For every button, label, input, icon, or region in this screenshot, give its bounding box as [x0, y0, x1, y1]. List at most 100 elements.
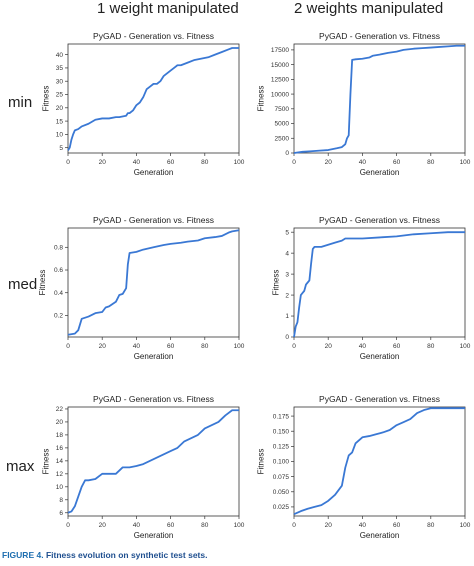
y-axis-label: Fitness — [42, 86, 51, 112]
y-tick-label: 35 — [56, 65, 64, 72]
x-tick-label: 20 — [325, 343, 333, 350]
x-tick-label: 60 — [167, 159, 175, 166]
x-tick-label: 0 — [66, 159, 70, 166]
y-tick-label: 20 — [56, 419, 64, 426]
y-tick-label: 6 — [59, 510, 63, 517]
x-axis-label: Generation — [134, 352, 174, 361]
x-tick-label: 100 — [234, 159, 245, 166]
caption-text: Fitness evolution on synthetic test sets… — [45, 550, 208, 560]
y-tick-label: 0.050 — [273, 489, 290, 496]
x-tick-label: 100 — [460, 343, 471, 350]
plot-frame — [293, 227, 466, 338]
x-tick-label: 20 — [325, 159, 333, 166]
y-tick-label: 20 — [56, 105, 64, 112]
y-tick-label: 15 — [56, 118, 64, 125]
chart-min-2-weights: PyGAD - Generation vs. Fitness 0 20 40 60 80 1… — [256, 28, 471, 183]
x-tick-label: 100 — [234, 522, 245, 529]
x-axis-label: Generation — [360, 531, 400, 540]
x-tick-label: 80 — [201, 343, 209, 350]
fitness-line — [293, 231, 465, 338]
y-tick-label: 0.175 — [273, 413, 290, 420]
y-tick-label: 1 — [285, 313, 289, 320]
x-tick-label: 60 — [393, 159, 401, 166]
y-axis-label: Fitness — [38, 270, 47, 296]
y-tick-label: 5000 — [275, 121, 290, 128]
plot-frame — [67, 43, 240, 154]
x-tick-label: 20 — [99, 159, 107, 166]
y-tick-label: 0.100 — [273, 459, 290, 466]
y-tick-label: 10000 — [271, 91, 289, 98]
chart-med-1-weight: PyGAD - Generation vs. Fitness 0 20 40 60 80 1… — [30, 212, 245, 367]
fitness-line — [67, 229, 240, 336]
y-tick-label: 0.4 — [54, 290, 63, 297]
x-axis-label: Generation — [134, 168, 174, 177]
x-tick-label: 0 — [292, 159, 296, 166]
x-tick-label: 0 — [292, 343, 296, 350]
y-axis-label: Fitness — [42, 449, 51, 475]
y-tick-label: 22 — [56, 406, 64, 413]
x-tick-label: 0 — [292, 522, 296, 529]
x-tick-label: 80 — [201, 159, 209, 166]
figure-caption: FIGURE 4. Fitness evolution on synthetic… — [2, 550, 207, 560]
row-label-med: med — [8, 276, 38, 293]
y-tick-label: 18 — [56, 432, 64, 439]
x-tick-label: 80 — [427, 522, 435, 529]
plot-frame — [293, 406, 466, 517]
x-axis-label: Generation — [360, 352, 400, 361]
y-tick-label: 12 — [56, 471, 64, 478]
y-tick-label: 15000 — [271, 62, 289, 69]
y-tick-label: 0.150 — [273, 428, 290, 435]
x-tick-label: 80 — [201, 522, 209, 529]
y-tick-label: 0.125 — [273, 444, 290, 451]
y-tick-label: 7500 — [275, 106, 290, 113]
y-tick-label: 2500 — [275, 135, 290, 142]
x-tick-label: 60 — [393, 343, 401, 350]
y-tick-label: 0.6 — [54, 267, 63, 274]
y-tick-label: 8 — [59, 497, 63, 504]
y-tick-label: 14 — [56, 458, 64, 465]
x-tick-label: 40 — [359, 343, 367, 350]
y-axis-label: Fitness — [271, 270, 280, 296]
x-tick-label: 60 — [393, 522, 401, 529]
chart-max-1-weight: PyGAD - Generation vs. Fitness 0 20 40 60 80 1… — [30, 391, 245, 546]
x-tick-label: 40 — [133, 159, 141, 166]
column-header-1: 1 weight manipulated — [97, 0, 239, 17]
x-tick-label: 0 — [66, 343, 70, 350]
y-tick-label: 5 — [59, 145, 63, 152]
y-tick-label: 10 — [56, 484, 64, 491]
plot-frame — [67, 406, 240, 517]
x-tick-label: 40 — [133, 343, 141, 350]
x-tick-label: 40 — [359, 522, 367, 529]
y-tick-label: 16 — [56, 445, 64, 452]
y-tick-label: 0 — [285, 150, 289, 157]
x-tick-label: 80 — [427, 159, 435, 166]
x-tick-label: 20 — [325, 522, 333, 529]
plot-frame — [67, 227, 240, 338]
row-label-min: min — [8, 94, 33, 111]
chart-med-2-weights: PyGAD - Generation vs. Fitness 0 20 40 60 80 1… — [256, 212, 471, 367]
chart-title: PyGAD - Generation vs. Fitness — [319, 215, 440, 225]
y-tick-label: 30 — [56, 78, 64, 85]
y-tick-label: 0 — [285, 334, 289, 341]
y-tick-label: 0.8 — [54, 245, 63, 252]
y-tick-label: 0.075 — [273, 474, 290, 481]
x-tick-label: 60 — [167, 343, 175, 350]
y-axis-label: Fitness — [257, 449, 266, 475]
fitness-line — [293, 407, 465, 516]
y-tick-label: 25 — [56, 92, 64, 99]
chart-title: PyGAD - Generation vs. Fitness — [319, 394, 440, 404]
fitness-line — [293, 44, 465, 154]
x-axis-label: Generation — [134, 531, 174, 540]
x-axis-label: Generation — [360, 168, 400, 177]
x-tick-label: 100 — [234, 343, 245, 350]
x-tick-label: 0 — [66, 522, 70, 529]
y-tick-label: 3 — [285, 271, 289, 278]
chart-title: PyGAD - Generation vs. Fitness — [93, 215, 214, 225]
chart-min-1-weight: PyGAD - Generation vs. Fitness 0 20 40 60 80 1… — [30, 28, 245, 183]
plot-frame — [293, 43, 466, 154]
